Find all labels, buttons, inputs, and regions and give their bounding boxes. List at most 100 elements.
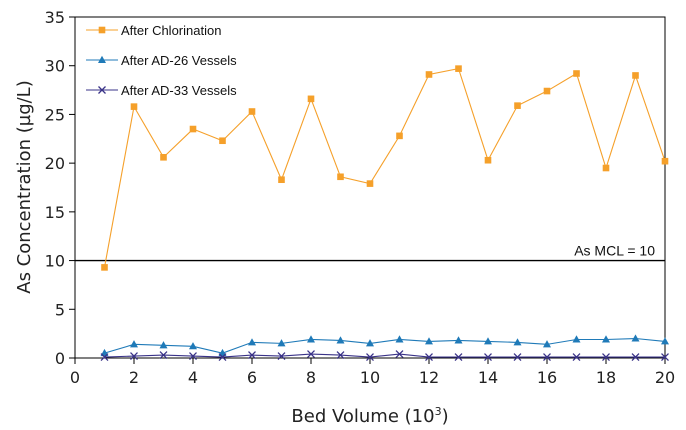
data-point bbox=[336, 336, 345, 344]
x-tick-label: 10 bbox=[360, 368, 380, 387]
data-point bbox=[661, 337, 669, 345]
y-tick-label: 15 bbox=[45, 203, 65, 222]
data-point bbox=[159, 341, 168, 349]
y-tick-label: 35 bbox=[45, 8, 65, 27]
data-point bbox=[631, 353, 640, 361]
data-point bbox=[484, 353, 492, 361]
data-point bbox=[425, 337, 433, 345]
data-point bbox=[307, 95, 315, 103]
y-tick-label: 10 bbox=[45, 252, 65, 271]
x-tick-label: 18 bbox=[596, 368, 616, 387]
data-point bbox=[366, 339, 374, 347]
series-1 bbox=[101, 65, 669, 271]
legend-label: After Chlorination bbox=[121, 23, 221, 38]
data-point bbox=[396, 132, 403, 140]
y-tick-label: 5 bbox=[55, 300, 65, 319]
data-point bbox=[336, 351, 345, 360]
data-point bbox=[277, 352, 286, 361]
legend-marker bbox=[98, 26, 106, 34]
mcl-label: As MCL = 10 bbox=[574, 243, 655, 259]
data-point bbox=[159, 351, 168, 360]
x-tick-label: 8 bbox=[306, 368, 316, 387]
legend-item: After AD-33 Vessels bbox=[86, 83, 237, 98]
data-point bbox=[573, 70, 580, 77]
data-point bbox=[218, 353, 227, 361]
y-axis-label: As Concentration (µg/L) bbox=[14, 80, 35, 294]
data-point bbox=[661, 353, 669, 361]
y-tick-label: 25 bbox=[45, 105, 65, 124]
x-tick-label: 2 bbox=[129, 368, 139, 387]
x-axis-label: Bed Volume (103) bbox=[291, 405, 448, 427]
data-point bbox=[219, 137, 226, 145]
series-3 bbox=[100, 350, 669, 361]
x-tick-label: 6 bbox=[247, 368, 257, 387]
data-point bbox=[130, 103, 138, 110]
axis-ticks: 0 2 4 6 8 10 12 14 16 18 20 0 5 10 15 20 25 30 35 bbox=[45, 8, 676, 387]
data-point bbox=[454, 353, 463, 361]
legend: After Chlorination After AD-26 Vessels Aft… bbox=[86, 23, 237, 98]
data-point bbox=[366, 180, 374, 187]
series-line bbox=[103, 68, 666, 268]
data-point bbox=[454, 336, 463, 344]
x-tick-label: 16 bbox=[537, 368, 557, 387]
data-point bbox=[189, 342, 197, 350]
y-tick-label: 30 bbox=[45, 57, 65, 76]
data-point bbox=[572, 335, 581, 343]
data-point bbox=[100, 353, 109, 361]
data-point bbox=[425, 71, 433, 78]
legend-label: After AD-26 Vessels bbox=[121, 53, 237, 68]
data-point bbox=[514, 102, 521, 109]
data-point bbox=[160, 153, 167, 161]
legend-marker bbox=[98, 86, 106, 94]
data-point bbox=[395, 350, 404, 359]
legend-label: After AD-33 Vessels bbox=[121, 83, 237, 98]
x-tick-label: 14 bbox=[478, 368, 498, 387]
data-point bbox=[130, 340, 138, 348]
x-tick-label: 0 bbox=[70, 368, 80, 387]
y-tick-label: 20 bbox=[45, 154, 65, 173]
data-point bbox=[248, 338, 256, 346]
x-tick-label: 20 bbox=[655, 368, 675, 387]
data-point bbox=[602, 353, 610, 361]
data-point bbox=[307, 335, 315, 343]
y-tick-label: 0 bbox=[55, 349, 65, 368]
series-line bbox=[104, 337, 666, 354]
data-point bbox=[484, 156, 492, 164]
data-point bbox=[307, 350, 315, 359]
data-point bbox=[543, 353, 551, 361]
data-point bbox=[277, 339, 286, 347]
x-tick-label: 4 bbox=[188, 368, 198, 387]
data-point bbox=[248, 351, 256, 360]
legend-item: After Chlorination bbox=[86, 23, 221, 38]
data-point bbox=[602, 335, 610, 343]
data-point bbox=[278, 176, 285, 184]
x-tick-label: 12 bbox=[419, 368, 439, 387]
legend-item: After AD-26 Vessels bbox=[86, 53, 237, 68]
data-point bbox=[484, 337, 492, 345]
data-point bbox=[631, 334, 640, 342]
data-point bbox=[513, 353, 522, 361]
data-point bbox=[101, 264, 108, 271]
data-point bbox=[602, 164, 610, 172]
data-point bbox=[661, 157, 669, 165]
data-point bbox=[455, 65, 462, 72]
data-point bbox=[425, 353, 433, 361]
data-point bbox=[543, 87, 551, 95]
data-point bbox=[248, 108, 256, 115]
data-point bbox=[189, 125, 197, 133]
data-point bbox=[366, 353, 374, 361]
data-point bbox=[189, 352, 197, 361]
x-axis-label-sup: 3 bbox=[435, 405, 442, 418]
data-point bbox=[130, 352, 138, 361]
data-point bbox=[337, 173, 344, 181]
legend-marker bbox=[98, 55, 106, 63]
series-layer bbox=[100, 65, 669, 361]
data-point bbox=[395, 335, 404, 343]
x-axis-label-main: Bed Volume (10 bbox=[291, 406, 434, 427]
series-2 bbox=[100, 334, 669, 357]
data-point bbox=[543, 340, 551, 348]
data-point bbox=[632, 72, 639, 79]
data-point bbox=[513, 338, 522, 346]
x-axis-label-tail: ) bbox=[442, 406, 449, 427]
